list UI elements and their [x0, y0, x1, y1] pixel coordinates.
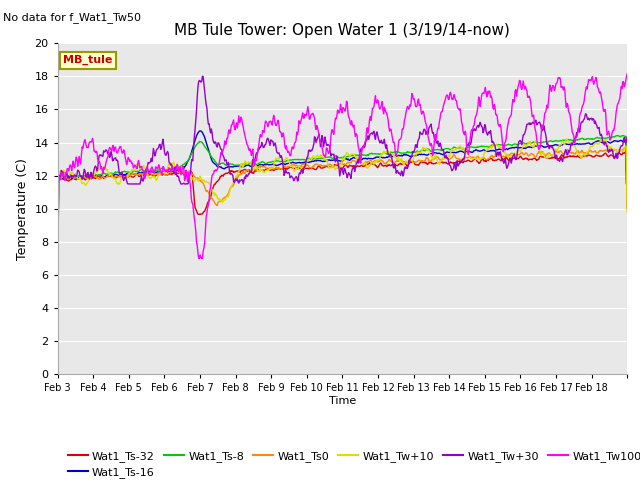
Wat1_Ts0 — [623, 202, 631, 208]
Wat1_Tw+10 — [401, 159, 409, 165]
Wat1_Ts-16 — [120, 172, 128, 178]
Wat1_Tw100 — [275, 122, 283, 128]
Text: No data for f_Wat1_Tw50: No data for f_Wat1_Tw50 — [3, 12, 141, 23]
Wat1_Ts-8 — [54, 181, 61, 187]
Wat1_Ts-32 — [225, 169, 233, 175]
Wat1_Ts-8 — [275, 158, 283, 164]
Wat1_Tw+30 — [434, 138, 442, 144]
Wat1_Ts-8 — [433, 146, 441, 152]
Wat1_Tw+10 — [623, 209, 631, 215]
Wat1_Ts-32 — [120, 173, 128, 179]
Y-axis label: Temperature (C): Temperature (C) — [16, 158, 29, 260]
Wat1_Ts0 — [275, 167, 283, 172]
Line: Wat1_Ts-32: Wat1_Ts-32 — [58, 153, 627, 217]
Wat1_Ts0 — [225, 189, 233, 194]
Wat1_Ts0 — [433, 155, 441, 160]
Wat1_Ts-8 — [225, 161, 233, 167]
Wat1_Tw+10 — [54, 209, 61, 215]
Wat1_Tw+30 — [254, 146, 262, 152]
Wat1_Ts0 — [253, 165, 261, 171]
Wat1_Tw+30 — [276, 152, 284, 158]
Wat1_Ts-32 — [54, 214, 61, 220]
Wat1_Tw+30 — [198, 73, 206, 79]
Wat1_Ts-16 — [276, 162, 284, 168]
Wat1_Ts-16 — [254, 163, 262, 168]
Wat1_Ts0 — [120, 175, 128, 180]
Wat1_Ts-32 — [623, 206, 631, 212]
Wat1_Tw+30 — [120, 175, 128, 181]
Line: Wat1_Ts-16: Wat1_Ts-16 — [58, 131, 627, 184]
Line: Wat1_Tw+30: Wat1_Tw+30 — [58, 76, 627, 184]
Wat1_Tw+30 — [402, 166, 410, 171]
Wat1_Tw100 — [54, 255, 61, 261]
Wat1_Ts-32 — [433, 160, 441, 166]
Line: Wat1_Tw100: Wat1_Tw100 — [58, 74, 627, 258]
Wat1_Ts-8 — [614, 132, 621, 138]
Wat1_Ts-16 — [54, 181, 61, 187]
Wat1_Tw+30 — [226, 171, 234, 177]
Wat1_Tw100 — [253, 151, 261, 156]
Wat1_Ts-32 — [401, 161, 409, 167]
Wat1_Ts-32 — [253, 168, 261, 173]
Wat1_Tw100 — [120, 149, 128, 155]
Wat1_Ts-16 — [623, 181, 631, 187]
Title: MB Tule Tower: Open Water 1 (3/19/14-now): MB Tule Tower: Open Water 1 (3/19/14-now… — [175, 23, 510, 38]
Wat1_Ts-32 — [620, 150, 628, 156]
Wat1_Ts-16 — [226, 164, 234, 170]
Wat1_Tw100 — [225, 127, 233, 132]
Wat1_Ts0 — [54, 209, 61, 215]
Line: Wat1_Ts-8: Wat1_Ts-8 — [58, 135, 627, 184]
Text: MB_tule: MB_tule — [63, 55, 113, 65]
Wat1_Ts-8 — [253, 161, 261, 167]
Wat1_Tw+10 — [253, 168, 261, 173]
Wat1_Ts-32 — [275, 165, 283, 171]
Wat1_Tw+10 — [433, 157, 441, 163]
Wat1_Ts-16 — [196, 128, 204, 134]
Wat1_Ts-8 — [120, 168, 128, 174]
Wat1_Ts-8 — [623, 181, 631, 187]
Wat1_Tw+30 — [623, 134, 631, 140]
X-axis label: Time: Time — [329, 396, 356, 406]
Wat1_Ts-16 — [402, 152, 410, 157]
Wat1_Tw+10 — [120, 176, 128, 182]
Wat1_Tw+10 — [563, 136, 570, 142]
Line: Wat1_Tw+10: Wat1_Tw+10 — [58, 139, 627, 212]
Wat1_Tw100 — [401, 115, 409, 121]
Wat1_Tw+10 — [275, 156, 283, 162]
Wat1_Tw100 — [433, 129, 441, 135]
Wat1_Ts0 — [621, 145, 629, 151]
Wat1_Tw+30 — [54, 181, 61, 187]
Line: Wat1_Ts0: Wat1_Ts0 — [58, 148, 627, 212]
Legend: Wat1_Ts-32, Wat1_Ts-16, Wat1_Ts-8, Wat1_Ts0, Wat1_Tw+10, Wat1_Tw+30, Wat1_Tw100: Wat1_Ts-32, Wat1_Ts-16, Wat1_Ts-8, Wat1_… — [63, 446, 640, 480]
Wat1_Tw+10 — [225, 191, 233, 196]
Wat1_Ts0 — [401, 160, 409, 166]
Wat1_Tw100 — [623, 71, 631, 77]
Wat1_Ts-16 — [434, 151, 442, 156]
Wat1_Ts-8 — [401, 150, 409, 156]
